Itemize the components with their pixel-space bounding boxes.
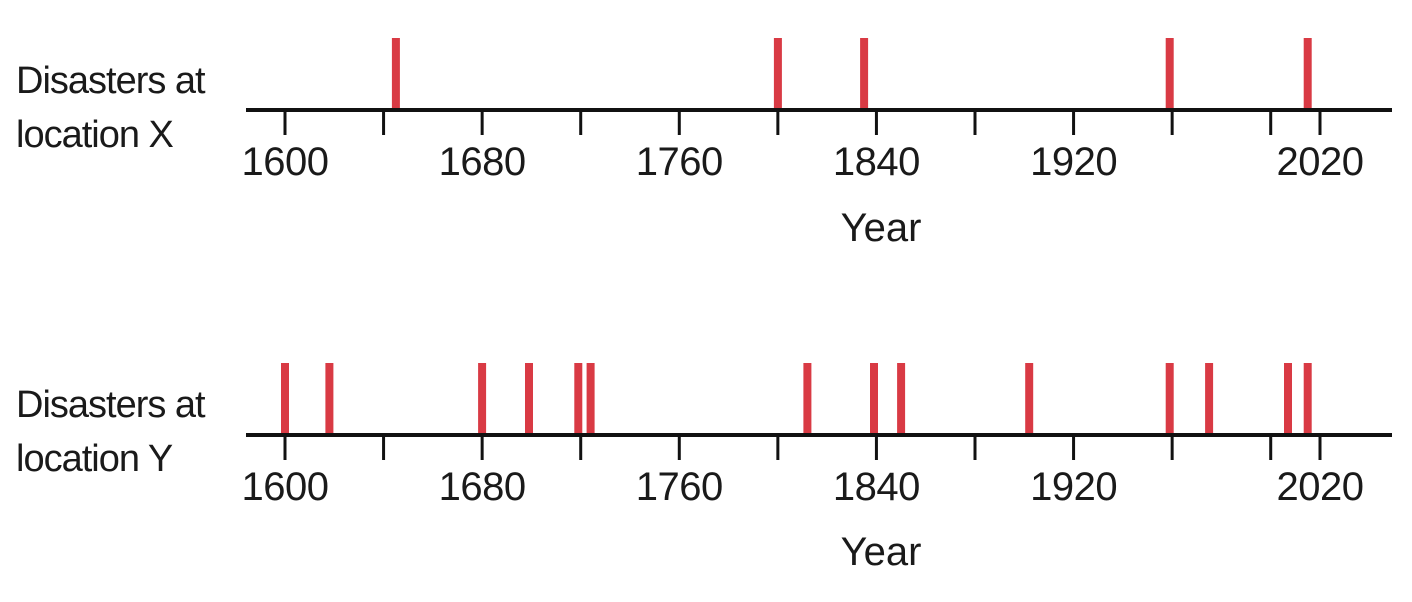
event-mark-12 [1284, 363, 1292, 435]
event-marks [281, 363, 1312, 435]
event-mark-1 [325, 363, 334, 435]
event-mark-5 [586, 363, 595, 435]
event-mark-7 [870, 363, 878, 435]
event-mark-4 [1303, 38, 1312, 110]
event-mark-4 [574, 363, 583, 435]
event-mark-0 [391, 38, 400, 110]
row-label-line-2: location Y [16, 438, 173, 480]
event-mark-0 [281, 363, 289, 435]
tick-label-4: 1920 [1030, 465, 1117, 509]
tick-label-5: 2020 [1277, 465, 1364, 509]
axis-ticks [283, 435, 1322, 460]
tick-label-0: 1600 [242, 465, 329, 509]
axis-ticks [283, 110, 1322, 135]
x-axis-title: Year [841, 206, 922, 250]
timeline-panel-location-x: Disasters at location X 1600 1680 1760 1840… [16, 38, 1392, 250]
x-axis-title: Year [841, 530, 922, 574]
tick-label-4: 1920 [1030, 140, 1117, 184]
event-mark-8 [897, 363, 906, 435]
event-mark-13 [1303, 363, 1312, 435]
tick-label-1: 1680 [439, 140, 526, 184]
tick-label-3: 1840 [833, 465, 920, 509]
tick-label-2: 1760 [636, 465, 723, 509]
tick-label-3: 1840 [833, 140, 920, 184]
tick-label-2: 1760 [636, 140, 723, 184]
tick-label-0: 1600 [242, 140, 329, 184]
row-label-line-1: Disasters at [16, 384, 206, 426]
event-mark-9 [1025, 363, 1034, 435]
event-mark-11 [1205, 363, 1214, 435]
event-mark-2 [478, 363, 487, 435]
axis-tick-labels: 1600 1680 1760 1840 1920 2020 [242, 465, 1364, 509]
event-mark-6 [803, 363, 812, 435]
event-mark-2 [860, 38, 869, 110]
tick-label-1: 1680 [439, 465, 526, 509]
row-label-line-2: location X [16, 114, 174, 156]
event-marks [391, 38, 1312, 110]
row-label-line-1: Disasters at [16, 60, 206, 102]
event-mark-3 [525, 363, 533, 435]
event-mark-10 [1165, 363, 1174, 435]
event-mark-1 [773, 38, 782, 110]
tick-label-5: 2020 [1277, 140, 1364, 184]
timeline-panel-location-y: Disasters at location Y 1600 1680 1760 1840… [16, 363, 1392, 574]
axis-tick-labels: 1600 1680 1760 1840 1920 2020 [242, 140, 1364, 184]
event-mark-3 [1165, 38, 1174, 110]
